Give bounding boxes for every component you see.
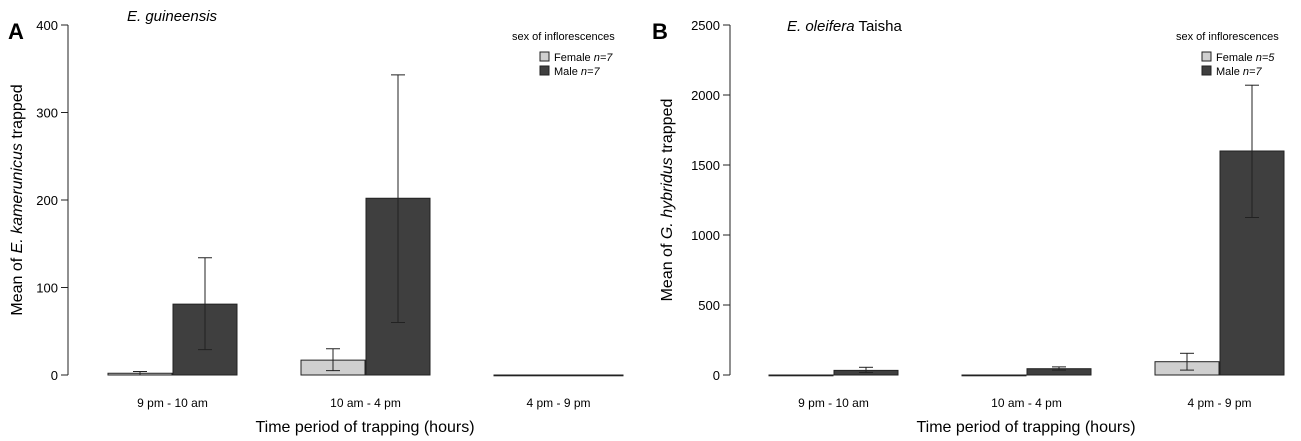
- y-tick-label: 300: [36, 106, 58, 121]
- x-tick-label: 9 pm - 10 am: [137, 396, 208, 410]
- y-tick-label: 0: [51, 368, 58, 383]
- legend-series-name: Male: [1216, 66, 1243, 78]
- x-axis-label: Time period of trapping (hours): [916, 419, 1135, 436]
- x-tick-label: 4 pm - 9 pm: [526, 396, 590, 410]
- legend-entry-female: Female n=7: [554, 52, 613, 64]
- legend-series-name: Female: [1216, 52, 1256, 64]
- y-tick-label: 2500: [691, 18, 720, 33]
- y-tick-label: 100: [36, 281, 58, 296]
- legend-title: sex of inflorescences: [512, 31, 615, 43]
- chart-title-site: Taisha: [855, 18, 903, 35]
- x-tick-label: 10 am - 4 pm: [991, 396, 1062, 410]
- legend-title: sex of inflorescences: [1176, 31, 1279, 43]
- y-axis-label: Mean of G. hybridus trapped: [659, 99, 676, 302]
- y-axis-label-suffix: trapped: [9, 84, 26, 143]
- y-axis-label: Mean of E. kamerunicus trapped: [9, 84, 26, 315]
- y-tick-label: 400: [36, 18, 58, 33]
- bar-female: [961, 374, 1027, 377]
- legend-entry-male: Male n=7: [554, 66, 600, 78]
- y-axis-label-species: G. hybridus: [659, 157, 676, 239]
- panel-b-chart: B 0 500 1000 1500 2000 2500 Mean of G. hybridu…: [652, 18, 1285, 436]
- legend-swatch-female: [539, 51, 550, 62]
- chart-title-species: E. oleifera: [787, 18, 855, 35]
- chart-title-species: E. guineensis: [127, 8, 218, 25]
- y-tick-label: 1500: [691, 158, 720, 173]
- legend-sample-size: n=5: [1256, 52, 1276, 64]
- y-tick-label: 2000: [691, 88, 720, 103]
- panel-letter-a: A: [8, 19, 24, 44]
- y-tick-label: 200: [36, 193, 58, 208]
- bar-female: [493, 374, 559, 377]
- legend-swatch-male: [539, 65, 550, 76]
- x-tick-label: 4 pm - 9 pm: [1187, 396, 1251, 410]
- x-axis-label: Time period of trapping (hours): [255, 419, 474, 436]
- y-axis-label-prefix: Mean of: [9, 253, 26, 315]
- legend-swatch-female: [1201, 51, 1212, 62]
- y-tick-label: 1000: [691, 228, 720, 243]
- panel-a-chart: A 0 100 200 300 400 Mean of E. kamerunicus tr…: [8, 8, 624, 436]
- legend-swatch-male: [1201, 65, 1212, 76]
- legend-entry-male: Male n=7: [1216, 66, 1262, 78]
- y-tick-label: 0: [713, 368, 720, 383]
- chart-title: E. guineensis: [127, 8, 218, 25]
- legend-entry-female: Female n=5: [1216, 52, 1275, 64]
- y-axis-label-species: E. kamerunicus: [9, 143, 26, 253]
- legend-series-name: Female: [554, 52, 594, 64]
- y-axis-label-prefix: Mean of: [659, 239, 676, 301]
- bar-male: [558, 374, 624, 377]
- legend-sample-size: n=7: [581, 66, 601, 78]
- y-tick-label: 500: [698, 298, 720, 313]
- legend-sample-size: n=7: [1243, 66, 1263, 78]
- chart-title: E. oleifera Taisha: [787, 18, 902, 35]
- panel-letter-b: B: [652, 19, 668, 44]
- bar-female: [768, 374, 834, 377]
- x-tick-label: 9 pm - 10 am: [798, 396, 869, 410]
- y-axis-label-suffix: trapped: [659, 99, 676, 158]
- legend-sample-size: n=7: [594, 52, 614, 64]
- x-tick-label: 10 am - 4 pm: [330, 396, 401, 410]
- legend-series-name: Male: [554, 66, 581, 78]
